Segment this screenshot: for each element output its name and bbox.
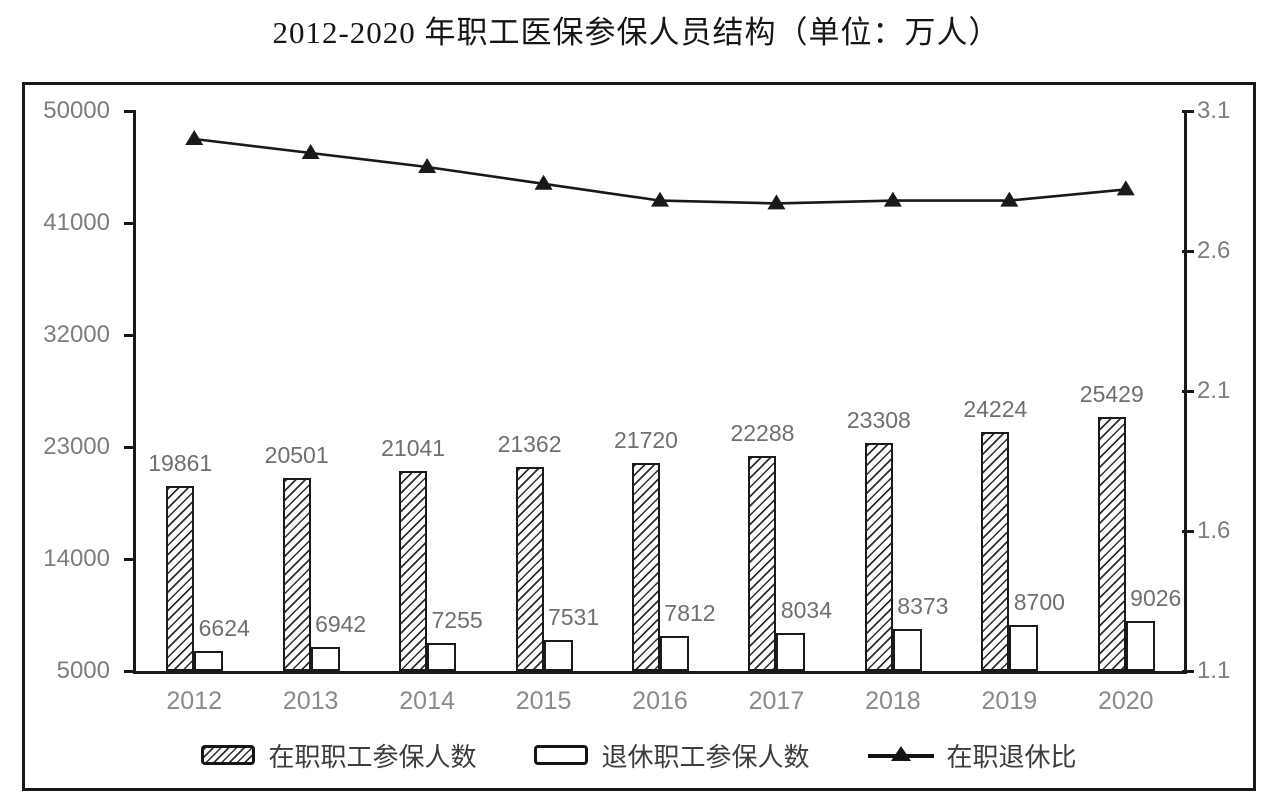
bar-retired-employees — [660, 636, 689, 671]
x-axis-year-label: 2017 — [748, 687, 805, 715]
left-axis-tick-label: 5000 — [56, 657, 110, 684]
bar-value-label-retired: 8373 — [897, 593, 949, 620]
x-axis-year-label: 2013 — [282, 687, 339, 715]
ratio-triangle-marker-icon — [883, 191, 902, 207]
x-axis-year-label: 2016 — [632, 687, 688, 715]
bar-value-label-active: 23308 — [846, 407, 911, 434]
bar-value-label-active: 21041 — [381, 435, 446, 462]
right-axis-tick-label: 2.6 — [1197, 237, 1231, 264]
ratio-triangle-marker-icon — [534, 174, 553, 190]
right-axis-tick-label: 2.1 — [1197, 377, 1231, 404]
bar-active-employees — [632, 462, 660, 671]
ratio-triangle-marker-icon — [185, 130, 204, 145]
bar-value-label-retired: 7531 — [547, 603, 600, 630]
bar-retired-employees — [776, 633, 806, 671]
bar-active-employees — [166, 486, 195, 671]
x-axis-year-label: 2012 — [166, 687, 223, 715]
legend-label-active-employees: 在职职工参保人数 — [268, 742, 477, 772]
bar-active-employees — [515, 467, 544, 671]
right-axis-tick-mark — [1182, 249, 1194, 253]
left-axis-tick-label: 23000 — [43, 433, 110, 460]
bar-value-label-active: 25429 — [1079, 380, 1144, 407]
x-axis-year-label: 2014 — [399, 687, 455, 715]
ratio-triangle-marker-icon — [651, 191, 669, 207]
left-axis-tick-label: 50000 — [43, 97, 110, 124]
x-axis-year-label: 2015 — [515, 687, 572, 715]
ratio-triangle-marker-icon — [301, 144, 320, 159]
left-axis-tick-mark — [124, 445, 136, 449]
legend: 在职职工参保人数 退休职工参保人数 在职退休比 — [25, 733, 1253, 777]
ratio-triangle-marker-icon — [418, 158, 437, 173]
left-axis-tick-label: 32000 — [43, 321, 110, 348]
bar-retired-employees — [310, 646, 340, 671]
bar-value-label-active: 20501 — [264, 442, 329, 469]
plot-area: 19861 6624 20501 6942 21041 7255 21362 7531 2172… — [133, 111, 1187, 674]
chart-title: 2012-2020 年职工医保参保人员结构（单位：万人） — [272, 15, 1001, 50]
left-axis-tick-mark — [124, 109, 136, 113]
right-axis-tick-mark — [1182, 529, 1194, 533]
bar-active-employees — [748, 455, 777, 671]
bar-value-label-retired: 8700 — [1013, 588, 1065, 615]
right-axis-tick-label: 1.1 — [1197, 657, 1231, 684]
right-axis-tick-label: 1.6 — [1197, 517, 1231, 544]
bar-retired-employees — [427, 642, 457, 671]
left-axis-tick-mark — [124, 333, 136, 337]
bar-value-label-active: 24224 — [963, 395, 1028, 422]
bar-retired-employees — [543, 639, 573, 671]
legend-label-ratio: 在职退休比 — [946, 742, 1077, 772]
x-axis-year-label: 2018 — [865, 687, 921, 715]
right-axis-tick-label: 3.1 — [1197, 97, 1231, 124]
left-axis-tick-label: 14000 — [43, 545, 110, 572]
left-axis-tick-mark — [124, 221, 136, 225]
bar-value-label-retired: 7255 — [431, 606, 483, 633]
x-axis-year-label: 2020 — [1097, 687, 1154, 715]
bar-retired-employees — [194, 650, 224, 671]
chart-frame: 19861 6624 20501 6942 21041 7255 21362 7531 2172… — [22, 82, 1256, 791]
bar-active-employees — [981, 431, 1010, 671]
bar-retired-employees — [1125, 620, 1155, 671]
bar-retired-employees — [1009, 624, 1039, 671]
bar-value-label-retired: 6624 — [198, 614, 250, 641]
legend-item-retired-employees: 退休职工参保人数 — [534, 737, 810, 774]
bar-active-employees — [282, 478, 311, 671]
right-axis-tick-mark — [1182, 109, 1194, 113]
legend-label-retired-employees: 退休职工参保人数 — [601, 742, 810, 772]
bar-active-employees — [1097, 416, 1126, 671]
bar-value-label-active: 19861 — [148, 450, 213, 477]
ratio-triangle-marker-icon — [1000, 191, 1019, 207]
bar-value-label-retired: 7812 — [664, 600, 716, 626]
bar-value-label-retired: 6942 — [315, 610, 367, 637]
bar-active-employees — [864, 443, 893, 671]
white-bar-swatch-icon — [534, 745, 589, 765]
bar-retired-employees — [892, 629, 922, 671]
bar-value-label-active: 21720 — [614, 426, 678, 453]
left-axis-tick-mark — [124, 557, 136, 561]
ratio-line-path — [194, 137, 1126, 205]
left-axis-tick-label: 41000 — [43, 209, 110, 236]
bar-value-label-retired: 8034 — [780, 597, 833, 624]
hatched-bar-swatch-icon — [201, 745, 256, 765]
bar-active-employees — [399, 471, 428, 671]
bar-value-label-retired: 9026 — [1130, 584, 1182, 611]
bar-value-label-active: 22288 — [730, 419, 795, 446]
right-axis-tick-mark — [1182, 669, 1194, 673]
legend-item-ratio: 在职退休比 — [867, 737, 1077, 774]
legend-item-active-employees: 在职职工参保人数 — [201, 737, 476, 774]
x-axis-year-label: 2019 — [981, 687, 1038, 715]
bar-value-label-active: 21362 — [497, 431, 562, 458]
ratio-triangle-marker-icon — [1116, 180, 1135, 196]
line-triangle-marker-icon — [867, 745, 934, 765]
ratio-triangle-marker-icon — [767, 194, 786, 210]
left-axis-tick-mark — [124, 669, 136, 673]
right-axis-tick-mark — [1182, 389, 1194, 393]
